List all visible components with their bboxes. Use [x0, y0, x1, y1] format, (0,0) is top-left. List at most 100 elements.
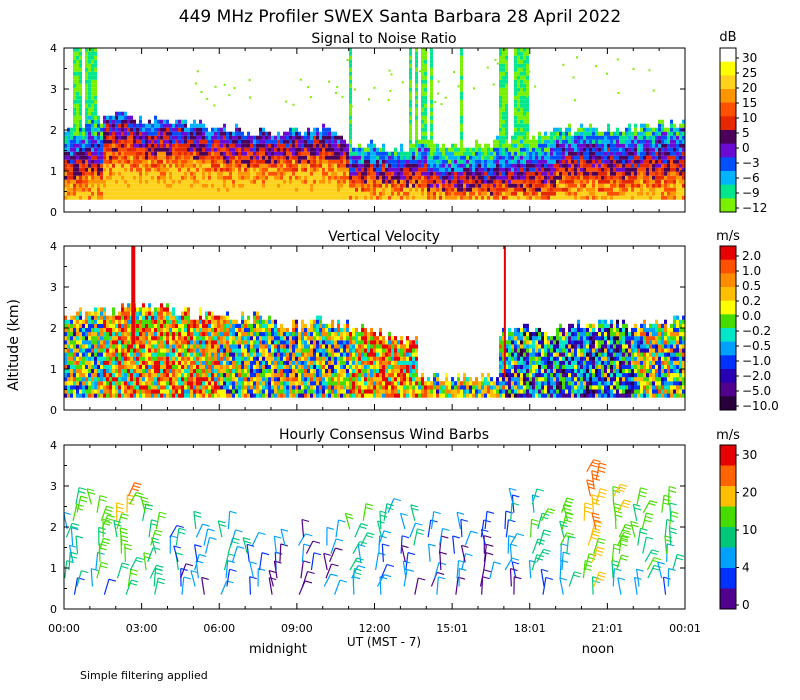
velocity-cell	[133, 393, 136, 398]
snr-cell	[502, 79, 505, 84]
snr-cell	[91, 103, 94, 108]
snr-cell	[553, 171, 556, 176]
snr-cell	[427, 175, 430, 180]
snr-cell	[442, 163, 445, 168]
snr-cell	[454, 191, 457, 196]
snr-cell	[505, 48, 508, 52]
snr-cell	[421, 111, 424, 116]
velocity-cell	[64, 336, 67, 341]
snr-cell	[424, 71, 427, 76]
snr-cell	[274, 147, 277, 152]
snr-cell	[526, 127, 529, 132]
snr-cell	[328, 143, 331, 148]
snr-cell	[142, 179, 145, 184]
snr-cell	[364, 151, 367, 156]
snr-cell	[229, 175, 232, 180]
snr-cell	[406, 191, 409, 196]
velocity-cell	[163, 311, 166, 316]
snr-cell	[163, 139, 166, 144]
snr-cell	[349, 179, 352, 184]
snr-cell	[64, 131, 67, 136]
snr-cell	[70, 155, 73, 160]
snr-cell	[670, 155, 673, 160]
snr-cell	[340, 159, 343, 164]
snr-cell	[124, 111, 127, 116]
snr-cell	[205, 179, 208, 184]
snr-cell	[163, 131, 166, 136]
snr-cell	[379, 191, 382, 196]
velocity-cell	[157, 368, 160, 374]
snr-cell	[619, 163, 622, 168]
snr-cell	[424, 48, 427, 52]
snr-cell	[256, 163, 259, 168]
snr-cell	[559, 139, 562, 144]
snr-cell	[499, 99, 502, 104]
snr-cell	[280, 151, 283, 156]
snr-cell	[271, 195, 274, 200]
snr-cell	[97, 171, 100, 176]
snr-cell	[541, 175, 544, 180]
snr-cell	[373, 151, 376, 156]
snr-cell	[259, 143, 262, 148]
snr-cell	[580, 171, 583, 176]
velocity-cell	[175, 364, 178, 369]
velocity-cell	[67, 364, 70, 369]
snr-cell	[529, 187, 532, 192]
snr-cell	[511, 167, 514, 172]
snr-cell	[679, 159, 682, 164]
snr-cell	[328, 167, 331, 172]
snr-cell	[142, 167, 145, 172]
snr-cell	[358, 147, 361, 152]
snr-cell	[226, 183, 229, 188]
snr-cell	[412, 155, 415, 160]
snr-cell	[208, 183, 211, 188]
snr-speckle	[453, 71, 456, 74]
snr-cell	[79, 143, 82, 148]
snr-cell	[532, 143, 535, 148]
snr-cell	[340, 163, 343, 168]
snr-cell	[325, 191, 328, 196]
snr-cell	[238, 143, 241, 148]
snr-cell	[253, 135, 256, 140]
velocity-cell	[175, 356, 178, 361]
velocity-cell	[139, 360, 142, 365]
snr-cell	[661, 187, 664, 192]
snr-cell	[460, 59, 463, 64]
snr-cell	[526, 179, 529, 184]
snr-cell	[505, 163, 508, 168]
snr-cell	[154, 151, 157, 156]
snr-cell	[322, 151, 325, 156]
velocity-cell	[115, 315, 118, 320]
snr-cell	[175, 175, 178, 180]
snr-cell	[349, 187, 352, 192]
snr-cell	[274, 151, 277, 156]
snr-cell	[388, 179, 391, 184]
snr-cell	[520, 183, 523, 188]
snr-cell	[535, 171, 538, 176]
snr-speckle	[440, 103, 443, 106]
snr-cell	[97, 179, 100, 184]
snr-cell	[397, 195, 400, 200]
snr-cell	[610, 159, 613, 164]
snr-cell	[643, 195, 646, 200]
snr-cell	[658, 155, 661, 160]
snr-cell	[460, 95, 463, 100]
snr-cell	[280, 187, 283, 192]
snr-cell	[409, 167, 412, 172]
snr-cell	[283, 155, 286, 160]
snr-cell	[103, 147, 106, 152]
velocity-cell	[100, 381, 103, 386]
snr-cell	[487, 191, 490, 196]
snr-cell	[202, 179, 205, 184]
snr-cell	[76, 99, 79, 104]
snr-cell	[193, 147, 196, 152]
snr-cell	[352, 187, 355, 192]
snr-cell	[475, 139, 478, 144]
snr-cell	[640, 131, 643, 136]
snr-cell	[655, 179, 658, 184]
snr-cell	[178, 131, 181, 136]
snr-cell	[76, 75, 79, 80]
snr-cell	[139, 167, 142, 172]
velocity-cell	[64, 360, 67, 365]
snr-cell	[79, 191, 82, 196]
